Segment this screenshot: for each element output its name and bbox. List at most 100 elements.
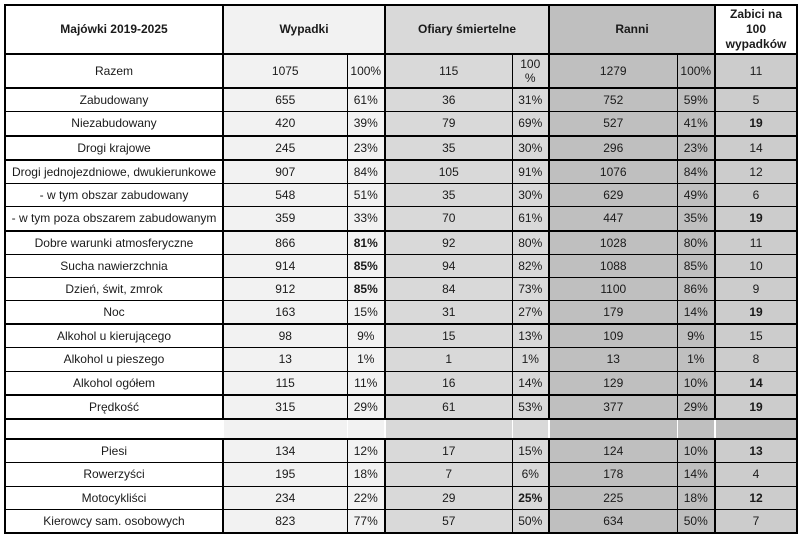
row-label: Dzień, świt, zmrok — [4, 276, 224, 301]
cell-ranni-pct: 1% — [676, 347, 717, 372]
cell-ranni-pct: 14% — [676, 462, 717, 487]
cell-ofiary-pct: 100 % — [511, 53, 551, 89]
cell-wypadki-count: 907 — [222, 159, 348, 185]
cell-ranni-pct: 41% — [676, 111, 717, 137]
cell-ranni-count: 1088 — [548, 253, 678, 278]
row-label: Motocykliści — [4, 485, 224, 510]
table-row: Drogi krajowe 245 23% 35 30% 296 23% 14 — [4, 134, 798, 161]
table-row: Rowerzyści 195 18% 7 6% 178 14% 4 — [4, 462, 798, 487]
cell-wypadki-pct: 84% — [346, 159, 386, 185]
cell-zabici-per-100 — [715, 418, 798, 441]
cell-ranni-count: 1076 — [548, 159, 678, 185]
cell-ofiary-count: 84 — [384, 276, 513, 301]
cell-ranni-pct: 23% — [676, 134, 717, 161]
table-row: Niezabudowany 420 39% 79 69% 527 41% 19 — [4, 111, 798, 137]
cell-ofiary-count: 92 — [384, 230, 513, 255]
cell-zabici-per-100: 19 — [714, 299, 798, 326]
cell-ofiary-pct: 30% — [511, 183, 551, 208]
cell-ranni-count: 296 — [548, 134, 678, 161]
cell-ranni-pct: 50% — [676, 508, 717, 534]
cell-ranni-count: 124 — [548, 438, 678, 464]
cell-wypadki-pct: 39% — [346, 111, 386, 137]
col-header-ranni: Ranni — [548, 4, 717, 55]
cell-wypadki-count: 98 — [222, 323, 348, 349]
cell-wypadki-pct: 15% — [346, 299, 386, 326]
table-row: - w tym obszar zabudowany 548 51% 35 30% 629 4… — [4, 183, 798, 208]
cell-wypadki-pct: 1% — [346, 347, 386, 372]
cell-ranni-pct: 9% — [676, 323, 717, 349]
cell-wypadki-count: 420 — [222, 111, 348, 137]
cell-ranni-count: 129 — [548, 370, 678, 396]
cell-ofiary-count: 105 — [384, 159, 513, 185]
table-row: Noc 163 15% 31 27% 179 14% 19 — [4, 299, 798, 326]
row-label: Noc — [4, 299, 224, 326]
row-label: Alkohol u kierującego — [4, 323, 224, 349]
cell-wypadki-pct: 12% — [346, 438, 386, 464]
table-row: - w tym poza obszarem zabudowanym 359 33% 7… — [4, 206, 798, 232]
cell-wypadki-count: 1075 — [222, 53, 348, 89]
cell-ofiary-pct: 13% — [511, 323, 551, 349]
cell-ranni-pct: 84% — [676, 159, 717, 185]
cell-wypadki-pct: 23% — [346, 134, 386, 161]
row-label: Drogi jednojezdniowe, dwukierunkowe — [4, 159, 224, 185]
cell-ofiary-pct: 25% — [511, 485, 551, 510]
cell-ofiary-count: 7 — [384, 462, 513, 487]
cell-ranni-pct: 18% — [676, 485, 717, 510]
cell-ofiary-count: 94 — [384, 253, 513, 278]
cell-ranni-count: 377 — [548, 394, 678, 421]
cell-wypadki-pct: 100% — [346, 53, 386, 89]
cell-wypadki-pct — [347, 418, 385, 441]
cell-ofiary-count: 79 — [384, 111, 513, 137]
cell-ranni-pct: 14% — [676, 299, 717, 326]
table-row: Kierowcy sam. osobowych 823 77% 57 50% 634 50%… — [4, 508, 798, 534]
cell-ranni-pct: 85% — [676, 253, 717, 278]
cell-zabici-per-100: 7 — [714, 508, 798, 534]
table-row: Zabudowany 655 61% 36 31% 752 59% 5 — [4, 87, 798, 113]
cell-wypadki-count: 115 — [222, 370, 348, 396]
cell-ofiary-count: 36 — [384, 87, 513, 113]
table-row: Dzień, świt, zmrok 912 85% 84 73% 1100 86% 9 — [4, 276, 798, 301]
cell-wypadki-pct: 33% — [346, 206, 386, 232]
cell-wypadki-count: 134 — [222, 438, 348, 464]
cell-zabici-per-100: 15 — [714, 323, 798, 349]
cell-zabici-per-100: 4 — [714, 462, 798, 487]
cell-ofiary-pct: 50% — [511, 508, 551, 534]
header-row: Majówki 2019-2025 Wypadki Ofiary śmierte… — [4, 4, 798, 55]
cell-zabici-per-100: 12 — [714, 159, 798, 185]
cell-ofiary-count: 35 — [384, 134, 513, 161]
table-row: Alkohol ogółem 115 11% 16 14% 129 10% 14 — [4, 370, 798, 396]
cell-zabici-per-100: 12 — [714, 485, 798, 510]
cell-ranni-pct: 100% — [676, 53, 717, 89]
cell-ranni-count: 634 — [548, 508, 678, 534]
cell-wypadki-count: 359 — [222, 206, 348, 232]
cell-wypadki-pct: 11% — [346, 370, 386, 396]
cell-wypadki-pct: 85% — [346, 253, 386, 278]
cell-ofiary-count: 115 — [384, 53, 513, 89]
cell-ranni-count: 629 — [548, 183, 678, 208]
row-label: Alkohol u pieszego — [4, 347, 224, 372]
table-row: Prędkość 315 29% 61 53% 377 29% 19 — [4, 394, 798, 421]
cell-wypadki-count — [223, 418, 347, 441]
cell-ofiary-pct: 1% — [511, 347, 551, 372]
cell-ofiary-pct: 91% — [511, 159, 551, 185]
cell-ranni-count: 1028 — [548, 230, 678, 255]
cell-ranni-count: 178 — [548, 462, 678, 487]
cell-wypadki-pct: 51% — [346, 183, 386, 208]
cell-ranni-count: 1279 — [548, 53, 678, 89]
table-row: Dobre warunki atmosferyczne 866 81% 92 80% 10… — [4, 230, 798, 255]
row-label: Rowerzyści — [4, 462, 224, 487]
cell-ranni-pct: 29% — [676, 394, 717, 421]
col-header-wypadki: Wypadki — [222, 4, 386, 55]
cell-ranni-pct: 10% — [676, 370, 717, 396]
majowki-stats-table: Majówki 2019-2025 Wypadki Ofiary śmierte… — [4, 4, 799, 534]
cell-ofiary-count: 15 — [384, 323, 513, 349]
cell-ofiary-count: 70 — [384, 206, 513, 232]
cell-ranni-pct: 86% — [676, 276, 717, 301]
table-row: Alkohol u kierującego 98 9% 15 13% 109 9% 15 — [4, 323, 798, 349]
cell-wypadki-count: 914 — [222, 253, 348, 278]
cell-zabici-per-100: 9 — [714, 276, 798, 301]
cell-wypadki-pct: 85% — [346, 276, 386, 301]
cell-wypadki-count: 866 — [222, 230, 348, 255]
row-label: Alkohol ogółem — [4, 370, 224, 396]
cell-zabici-per-100: 10 — [714, 253, 798, 278]
